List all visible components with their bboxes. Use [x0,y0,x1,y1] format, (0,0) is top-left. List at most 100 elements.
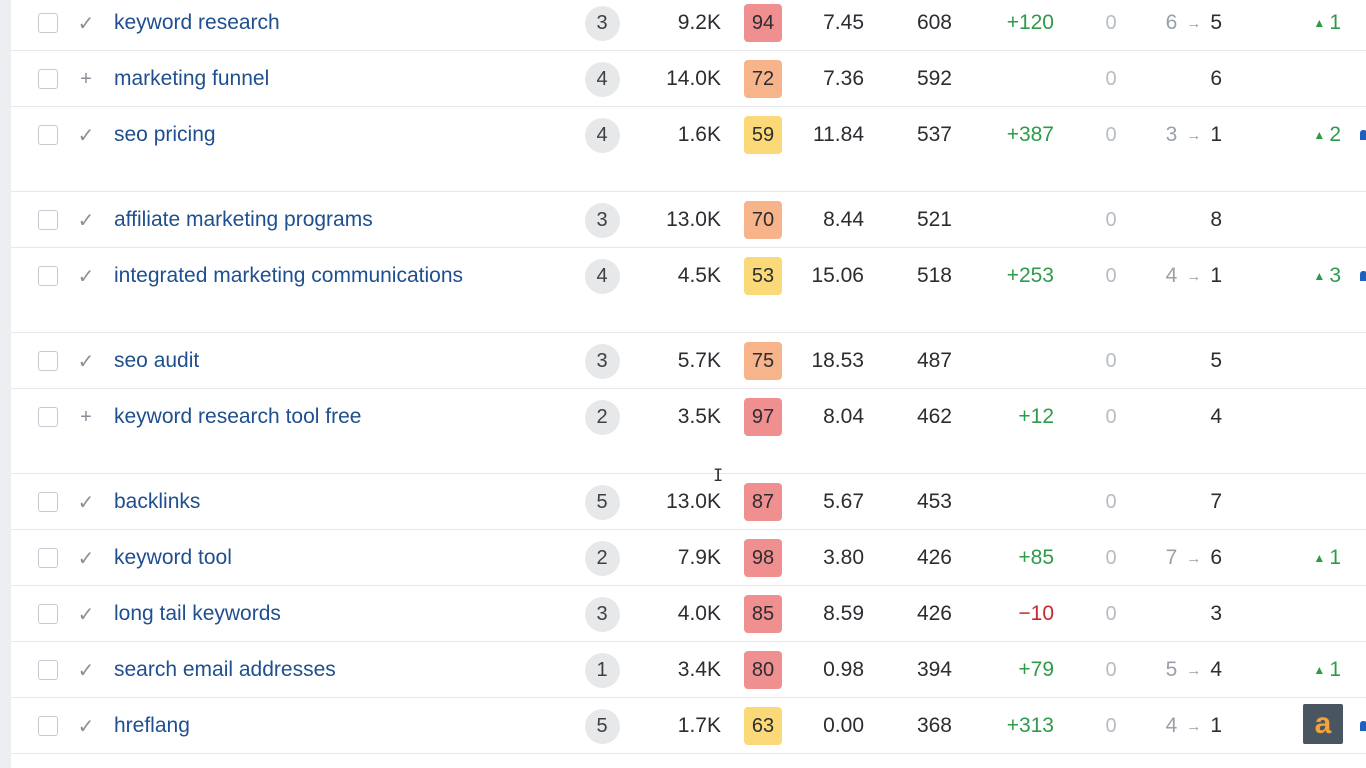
left-rail [0,0,11,768]
keyword-link[interactable]: marketing funnel [114,67,270,90]
keyword-link[interactable]: keyword research [114,11,280,34]
cpc-value: 0.00 [823,714,864,737]
current-position: 1 [1210,714,1222,737]
keyword-link[interactable]: keyword tool [114,546,232,569]
position-change: ▲ 1 [1291,530,1341,586]
table-row: ✓ keyword tool 2 7.9K 98 3.80 426 +85 0 7 → 6 ▲ 1 [11,530,1366,586]
row-checkbox[interactable] [37,389,59,445]
position-cell: 4 → 1 [1131,698,1222,754]
word-count-badge: 5 [584,698,620,754]
checkmark-icon[interactable]: ✓ [77,715,95,738]
checkmark-icon[interactable]: ✓ [77,659,95,682]
previous-position: 7 [1165,546,1178,569]
search-volume: 1.6K [677,123,721,146]
keyword-link[interactable]: seo audit [114,349,200,372]
zero-value: 0 [1105,602,1117,625]
search-volume: 5.7K [677,349,721,372]
keyword-link[interactable]: integrated marketing communications [114,264,464,287]
keyword-difficulty-badge: 80 [744,642,782,698]
row-checkbox[interactable] [37,474,59,530]
row-checkbox[interactable] [37,107,59,163]
keyword-difficulty-badge: 85 [744,586,782,642]
keywords-table: ✓ keyword research 3 9.2K 94 7.45 608 +120 0 6 → 5 ▲… [11,0,1366,754]
traffic-change: −10 [1018,602,1054,625]
traffic-value: 487 [916,349,952,372]
row-checkbox[interactable] [37,192,59,248]
previous-position: 5 [1165,658,1178,681]
table-row: ✓ keyword research 3 9.2K 94 7.45 608 +120 0 6 → 5 ▲… [11,0,1366,51]
checkmark-icon[interactable]: ✓ [77,491,95,514]
arrow-right-icon: → [1186,126,1202,144]
position-cell: 3 [1131,586,1222,642]
checkmark-icon[interactable]: ✓ [77,124,95,147]
previous-position: 4 [1165,264,1178,287]
keyword-link[interactable]: keyword research tool free [114,405,362,428]
add-to-list-icon[interactable]: + [80,405,92,428]
lock-icon[interactable] [1360,698,1366,754]
keyword-link[interactable]: hreflang [114,714,190,737]
traffic-value: 368 [916,714,952,737]
keyword-link[interactable]: backlinks [114,490,201,513]
keyword-link[interactable]: seo pricing [114,123,216,146]
zero-value: 0 [1105,123,1117,146]
arrow-right-icon: → [1186,267,1202,285]
lock-icon[interactable] [1360,107,1366,163]
checkmark-icon[interactable]: ✓ [77,265,95,288]
checkmark-icon[interactable]: ✓ [77,209,95,232]
keyword-link[interactable]: affiliate marketing programs [114,208,373,231]
checkmark-icon[interactable]: ✓ [77,12,95,35]
current-position: 4 [1210,405,1222,428]
checkmark-icon[interactable]: ✓ [77,547,95,570]
row-checkbox[interactable] [37,530,59,586]
keyword-link[interactable]: search email addresses [114,658,336,681]
search-volume: 4.0K [677,602,721,625]
checkmark-icon[interactable]: ✓ [77,350,95,373]
previous-position: 4 [1165,714,1178,737]
traffic-change [971,192,1054,248]
traffic-change: +120 [1006,11,1054,34]
search-volume: 3.5K [677,405,721,428]
cpc-value: 18.53 [811,349,864,372]
row-checkbox[interactable] [37,248,59,304]
kd-value: 80 [744,651,782,689]
traffic-value: 426 [916,546,952,569]
position-cell: 6 → 5 [1131,0,1222,51]
word-count-badge: 2 [584,389,620,445]
keyword-difficulty-badge: 70 [744,192,782,248]
kd-value: 85 [744,595,782,633]
kd-value: 87 [744,483,782,521]
position-cell: 8 [1131,192,1222,248]
traffic-value: 426 [916,602,952,625]
add-to-list-icon[interactable]: + [80,67,92,90]
row-checkbox[interactable] [37,333,59,389]
arrow-right-icon: → [1186,661,1202,679]
row-checkbox[interactable] [37,698,59,754]
traffic-change [971,51,1054,107]
traffic-value: 521 [916,208,952,231]
keyword-difficulty-badge: 72 [744,51,782,107]
traffic-change: +387 [1006,123,1054,146]
table-row: ✓ seo pricing 4 1.6K 59 11.84 537 +387 0 3 → 1 ▲ 2 [11,107,1366,192]
row-checkbox[interactable] [37,51,59,107]
position-change: ▲ 2 [1291,107,1341,163]
position-cell: 7 → 6 [1131,530,1222,586]
row-checkbox[interactable] [37,586,59,642]
lock-icon[interactable] [1360,248,1366,304]
row-checkbox[interactable] [37,0,59,51]
current-position: 5 [1210,349,1222,372]
word-count-badge: 3 [584,333,620,389]
keyword-link[interactable]: long tail keywords [114,602,281,625]
search-volume: 13.0K [666,208,721,231]
position-delta: 3 [1329,264,1341,287]
keyword-difficulty-badge: 97 [744,389,782,445]
cpc-value: 7.45 [823,11,864,34]
up-triangle-icon: ▲ [1313,551,1326,565]
kd-value: 53 [744,257,782,295]
checkmark-icon[interactable]: ✓ [77,603,95,626]
search-volume: 7.9K [677,546,721,569]
cpc-value: 8.44 [823,208,864,231]
current-position: 8 [1210,208,1222,231]
row-checkbox[interactable] [37,642,59,698]
up-triangle-icon: ▲ [1313,128,1326,142]
word-count-badge: 1 [584,642,620,698]
